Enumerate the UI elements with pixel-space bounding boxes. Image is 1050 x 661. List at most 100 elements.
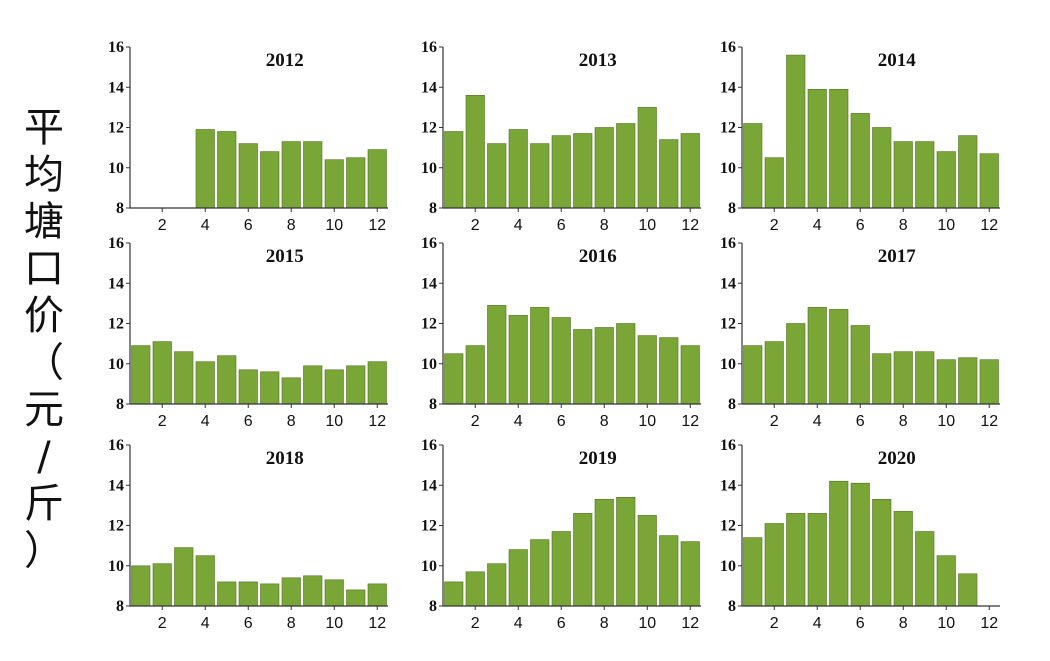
y-tick-label: 8 — [728, 598, 736, 615]
x-tick-label: 12 — [681, 217, 699, 234]
y-axis-label-char: 元 — [24, 387, 64, 433]
bar — [281, 377, 301, 405]
bar — [786, 513, 806, 607]
chart-panel-2018: 8 10 12 14 16 2 4 6 8 10 12 2018 — [108, 437, 388, 632]
bar — [573, 513, 593, 607]
bar — [915, 141, 935, 209]
x-tick-label: 4 — [514, 615, 523, 632]
bar — [743, 345, 763, 405]
bar — [260, 371, 280, 405]
bar — [936, 359, 956, 405]
x-tick-label: 8 — [600, 217, 609, 234]
bar — [594, 127, 614, 209]
x-tick-label: 2 — [471, 615, 480, 632]
y-axis-label-char: 均 — [24, 152, 64, 198]
bar — [303, 365, 323, 405]
bar — [530, 143, 550, 209]
x-tick-label: 6 — [557, 217, 566, 234]
bar — [850, 325, 870, 405]
bar — [551, 135, 571, 209]
y-tick-label: 14 — [720, 477, 736, 494]
y-tick-label: 12 — [720, 316, 736, 333]
bar — [936, 555, 956, 607]
bar — [195, 361, 215, 405]
bar — [346, 589, 366, 607]
x-tick-label: 12 — [368, 615, 386, 632]
bar — [131, 345, 151, 405]
bar — [829, 89, 849, 209]
x-tick-label: 12 — [368, 217, 386, 234]
x-tick-label: 8 — [899, 217, 908, 234]
bar — [530, 539, 550, 607]
bar — [367, 149, 387, 209]
bar — [659, 337, 679, 405]
bar — [444, 353, 464, 405]
x-tick-label: 2 — [158, 413, 167, 430]
bar — [465, 95, 485, 209]
bar — [303, 575, 323, 607]
bar — [979, 153, 999, 209]
x-tick-label: 12 — [681, 615, 699, 632]
bar — [367, 583, 387, 607]
chart-panel-2020: 8 10 12 14 16 2 4 6 8 10 12 2020 — [720, 437, 1000, 632]
y-tick-label: 10 — [720, 558, 736, 575]
y-axis-label-char: 平 — [24, 105, 64, 151]
y-axis-label: 平均塘口价（元 / 斤） — [14, 105, 74, 574]
x-tick-label: 8 — [287, 615, 296, 632]
bar — [530, 307, 550, 405]
y-tick-label: 8 — [429, 200, 437, 217]
bar — [893, 141, 913, 209]
y-tick-label: 8 — [116, 598, 124, 615]
x-tick-label: 8 — [600, 615, 609, 632]
x-tick-label: 2 — [158, 217, 167, 234]
x-tick-label: 2 — [770, 615, 779, 632]
bar — [616, 323, 636, 405]
bar — [786, 54, 806, 209]
bar — [281, 141, 301, 209]
x-tick-label: 10 — [638, 413, 656, 430]
bar — [487, 143, 507, 209]
y-tick-label: 14 — [108, 275, 124, 292]
y-axis-label-char: / — [37, 434, 51, 480]
chart-panel-2014: 8 10 12 14 16 2 4 6 8 10 12 2014 — [720, 39, 1000, 234]
y-tick-label: 8 — [116, 396, 124, 413]
y-tick-label: 16 — [108, 235, 124, 252]
chart-title: 2019 — [579, 448, 617, 469]
bar — [659, 139, 679, 209]
bar — [346, 365, 366, 405]
y-axis-label-char: ） — [24, 528, 64, 574]
bar — [217, 355, 237, 405]
bar — [281, 577, 301, 607]
y-tick-label: 14 — [421, 79, 437, 96]
y-tick-label: 14 — [720, 79, 736, 96]
y-tick-label: 14 — [421, 275, 437, 292]
bar — [786, 323, 806, 405]
y-tick-label: 16 — [720, 235, 736, 252]
bar — [829, 309, 849, 405]
x-tick-label: 2 — [471, 413, 480, 430]
bar — [807, 513, 827, 607]
x-tick-label: 6 — [244, 413, 253, 430]
chart-title: 2020 — [878, 448, 916, 469]
y-tick-label: 10 — [108, 558, 124, 575]
chart-panel-2017: 8 10 12 14 16 2 4 6 8 10 12 2017 — [720, 235, 1000, 430]
y-tick-label: 12 — [720, 518, 736, 535]
x-tick-label: 6 — [856, 615, 865, 632]
x-tick-label: 4 — [514, 217, 523, 234]
y-tick-label: 14 — [108, 79, 124, 96]
bar — [324, 369, 344, 405]
y-axis-label-char: 口 — [24, 246, 64, 292]
x-tick-label: 4 — [514, 413, 523, 430]
x-tick-label: 10 — [937, 615, 955, 632]
x-tick-label: 4 — [813, 217, 822, 234]
chart-title: 2012 — [266, 50, 304, 71]
y-tick-label: 10 — [421, 356, 437, 373]
y-tick-label: 16 — [108, 437, 124, 454]
x-tick-label: 10 — [325, 413, 343, 430]
bar — [872, 127, 892, 209]
chart-title: 2014 — [878, 50, 917, 71]
y-tick-label: 8 — [728, 200, 736, 217]
bar — [260, 583, 280, 607]
bar — [637, 335, 657, 405]
chart-title: 2016 — [579, 246, 617, 267]
